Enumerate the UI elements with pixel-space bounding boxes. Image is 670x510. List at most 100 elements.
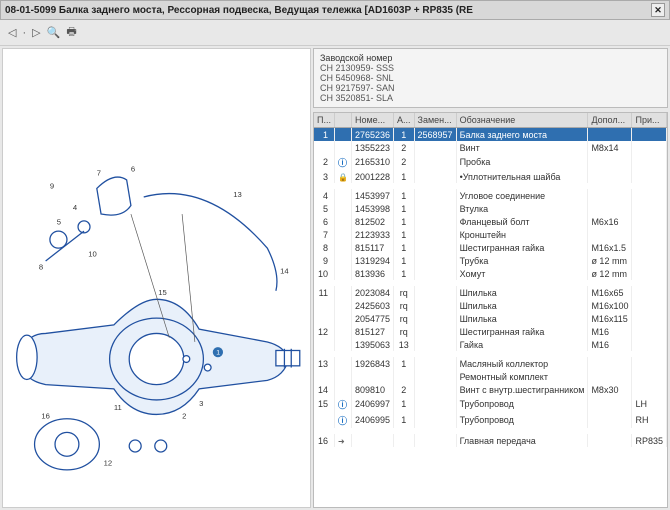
cell-desc: Винт: [456, 141, 588, 154]
callout-7: 7: [97, 169, 101, 178]
diagram-pane[interactable]: 1 9 7 6 4 5 8 10 13 14 15 3 2 11 12 16 1: [2, 48, 311, 508]
cell-note: [632, 241, 667, 254]
nav-fwd-icon[interactable]: ▷: [30, 26, 42, 39]
svg-text:1: 1: [216, 350, 220, 357]
cell-pos: 8: [314, 241, 334, 254]
cell-icon: [334, 128, 351, 142]
cell-qty: [394, 370, 415, 383]
cell-note: [632, 202, 667, 215]
col-icon[interactable]: [334, 113, 351, 128]
cell-desc: Трубопровод: [456, 412, 588, 428]
cell-replace: [414, 370, 456, 383]
nav-back-icon[interactable]: ◁: [6, 26, 18, 39]
cell-pos: [314, 370, 334, 383]
zoom-icon[interactable]: 🔍: [45, 26, 63, 39]
cell-desc: Винт с внутр.шестигранником: [456, 383, 588, 396]
cell-replace: [414, 215, 456, 228]
table-row[interactable]: 108139361Хомутø 12 mm: [314, 267, 667, 280]
table-row[interactable]: 721239331Кронштейн: [314, 228, 667, 241]
col-note[interactable]: При...: [632, 113, 667, 128]
callout-10: 10: [88, 250, 97, 259]
table-row[interactable]: 1319268431Масляный коллектор: [314, 357, 667, 370]
cell-desc: Гайка: [456, 338, 588, 351]
cell-note: [632, 286, 667, 299]
cell-extra: [588, 434, 632, 447]
lock-icon: 🔒: [338, 173, 348, 182]
print-icon[interactable]: 🖶: [64, 23, 78, 42]
cell-number: 809810: [351, 383, 393, 396]
table-row[interactable]: 139506313ГайкаM16: [314, 338, 667, 351]
info-icon[interactable]: ⓘ: [338, 416, 347, 426]
window-titlebar: 08-01-5099 Балка заднего моста, Рессорна…: [0, 0, 670, 20]
cell-note: [632, 141, 667, 154]
table-row[interactable]: 2ⓘ21653102Пробка: [314, 154, 667, 170]
cell-icon: [334, 141, 351, 154]
cell-note: RH: [632, 412, 667, 428]
table-row[interactable]: 2425603rqШпилькаM16x100: [314, 299, 667, 312]
link-arrow-icon[interactable]: ➜: [338, 437, 345, 446]
factory-number-title: Заводской номер: [320, 53, 661, 63]
cell-qty: 1: [394, 254, 415, 267]
callout-3: 3: [199, 399, 203, 408]
cell-pos: 3: [314, 170, 334, 183]
table-row[interactable]: 3🔒20012281•Уплотнительная шайба: [314, 170, 667, 183]
cell-qty: rq: [394, 312, 415, 325]
table-row[interactable]: Ремонтный комплект: [314, 370, 667, 383]
table-row[interactable]: 112023084rqШпилькаM16x65: [314, 286, 667, 299]
cell-replace: [414, 170, 456, 183]
col-number[interactable]: Номе...: [351, 113, 393, 128]
table-row[interactable]: 12815127rqШестигранная гайкаM16: [314, 325, 667, 338]
cell-note: [632, 228, 667, 241]
cell-icon: [334, 299, 351, 312]
cell-extra: [588, 370, 632, 383]
table-row[interactable]: 414539971Угловое соединение: [314, 189, 667, 202]
table-row[interactable]: ⓘ24069951ТрубопроводRH: [314, 412, 667, 428]
col-replace[interactable]: Замен...: [414, 113, 456, 128]
col-desc[interactable]: Обозначение: [456, 113, 588, 128]
cell-replace: [414, 434, 456, 447]
col-extra[interactable]: Допол...: [588, 113, 632, 128]
cell-qty: 1: [394, 189, 415, 202]
info-icon[interactable]: ⓘ: [338, 158, 347, 168]
cell-extra: ø 12 mm: [588, 254, 632, 267]
table-row[interactable]: 2054775rqШпилькаM16x115: [314, 312, 667, 325]
table-row[interactable]: 913192941Трубкаø 12 mm: [314, 254, 667, 267]
cell-extra: M16x100: [588, 299, 632, 312]
cell-desc: Угловое соединение: [456, 189, 588, 202]
cell-desc: Ремонтный комплект: [456, 370, 588, 383]
cell-icon: [334, 189, 351, 202]
info-icon[interactable]: ⓘ: [338, 400, 347, 410]
cell-icon: 🔒: [334, 170, 351, 183]
cell-replace: [414, 299, 456, 312]
callout-13: 13: [233, 190, 242, 199]
table-row[interactable]: 88151171Шестигранная гайкаM16x1.5: [314, 241, 667, 254]
table-row[interactable]: 148098102Винт с внутр.шестигранникомM8x3…: [314, 383, 667, 396]
table-row[interactable]: 68125021Фланцевый болтM6x16: [314, 215, 667, 228]
cell-desc: Шестигранная гайка: [456, 325, 588, 338]
cell-note: [632, 370, 667, 383]
cell-extra: [588, 128, 632, 142]
parts-table-wrap: П... Номе... А... Замен... Обозначение Д…: [313, 112, 668, 508]
cell-icon: [334, 254, 351, 267]
cell-qty: 2: [394, 141, 415, 154]
cell-replace: [414, 312, 456, 325]
cell-note: [632, 383, 667, 396]
cell-extra: M6x16: [588, 215, 632, 228]
close-icon[interactable]: ✕: [651, 3, 665, 17]
cell-extra: M16x115: [588, 312, 632, 325]
cell-extra: [588, 202, 632, 215]
table-row[interactable]: 15ⓘ24069971ТрубопроводLH: [314, 396, 667, 412]
cell-desc: Втулка: [456, 202, 588, 215]
table-row[interactable]: 16➜Главная передачаRP835: [314, 434, 667, 447]
cell-replace: [414, 267, 456, 280]
table-row[interactable]: 1276523612568957Балка заднего моста: [314, 128, 667, 142]
table-row[interactable]: 514539981Втулка: [314, 202, 667, 215]
col-qty[interactable]: А...: [394, 113, 415, 128]
table-row[interactable]: 13552232ВинтM8x14: [314, 141, 667, 154]
col-pos[interactable]: П...: [314, 113, 334, 128]
cell-replace: [414, 412, 456, 428]
cell-extra: M16x65: [588, 286, 632, 299]
cell-extra: [588, 228, 632, 241]
cell-number: 1453998: [351, 202, 393, 215]
cell-replace: [414, 286, 456, 299]
